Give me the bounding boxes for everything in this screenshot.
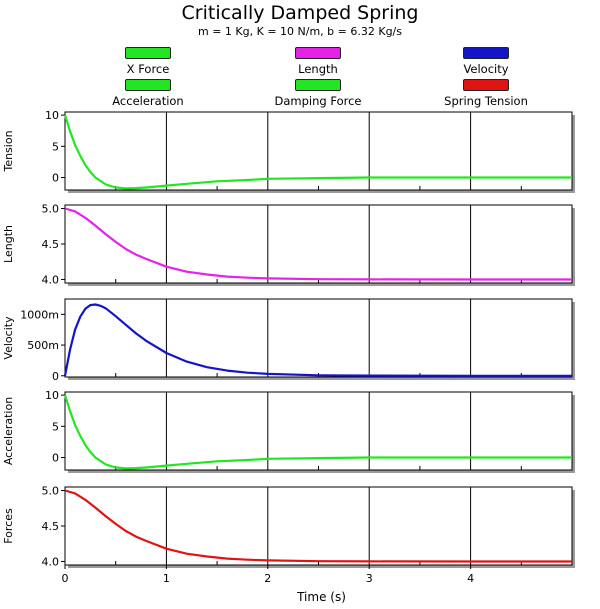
y-tick-label: 5.0 [42,203,60,216]
y-tick-label: 5 [52,140,59,153]
chart-subtitle: m = 1 Kg, K = 10 N/m, b = 6.32 Kg/s [198,25,402,38]
y-tick-label: 1000m [20,308,59,321]
legend-swatch [295,79,341,91]
legend-label: Length [298,62,338,76]
y-tick-label: 5.0 [42,485,60,498]
panel-frame [64,204,573,284]
panel-frame [64,486,573,566]
chart-title: Critically Damped Spring [181,2,419,24]
y-tick-label: 4.5 [42,238,60,251]
y-tick-label: 0 [52,370,59,383]
legend-label: Spring Tension [444,94,528,108]
y-tick-label: 4.0 [42,273,60,286]
legend-item-length: Length [238,47,398,76]
legend-item-acceleration: Acceleration [68,79,228,108]
x-tick-label: 4 [467,572,474,585]
legend-item-damping-force: Damping Force [238,79,398,108]
y-tick-label: 4.5 [42,520,60,533]
x-tick-label: 1 [163,572,170,585]
legend-label: Acceleration [112,94,184,108]
legend-swatch [463,47,509,59]
panel-frame [64,298,573,378]
legend-swatch [295,47,341,59]
x-tick-label: 0 [62,572,69,585]
y-axis-label: Length [2,225,15,263]
legend-item-spring-tension: Spring Tension [406,79,566,108]
series-line-forces [64,489,572,563]
legend-label: Damping Force [274,94,362,108]
legend-swatch [125,79,171,91]
y-axis-label: Acceleration [2,397,15,465]
y-tick-label: 4.0 [42,555,60,568]
legend-item-velocity: Velocity [406,47,566,76]
series-line-velocity [63,303,572,377]
y-axis-label: Tension [2,130,15,172]
legend-swatch [125,47,171,59]
y-axis-label: Forces [2,508,15,544]
y-tick-label: 0 [52,172,59,185]
y-tick-label: 5 [52,420,59,433]
series-line-acceleration [63,394,572,470]
y-tick-label: 500m [27,339,59,352]
y-tick-label: 10 [45,109,59,122]
y-tick-label: 0 [52,452,59,465]
legend-label: Velocity [463,62,509,76]
legend-swatch [463,79,509,91]
x-tick-label: 3 [366,572,373,585]
x-axis-label: Time (s) [296,590,346,604]
series-line-tension [63,114,572,190]
y-axis-label: Velocity [2,316,15,360]
y-tick-label: 10 [45,389,59,402]
x-tick-label: 2 [264,572,271,585]
series-line-length [64,207,572,281]
legend-item-x-force: X Force [68,47,228,76]
legend-label: X Force [126,62,170,76]
